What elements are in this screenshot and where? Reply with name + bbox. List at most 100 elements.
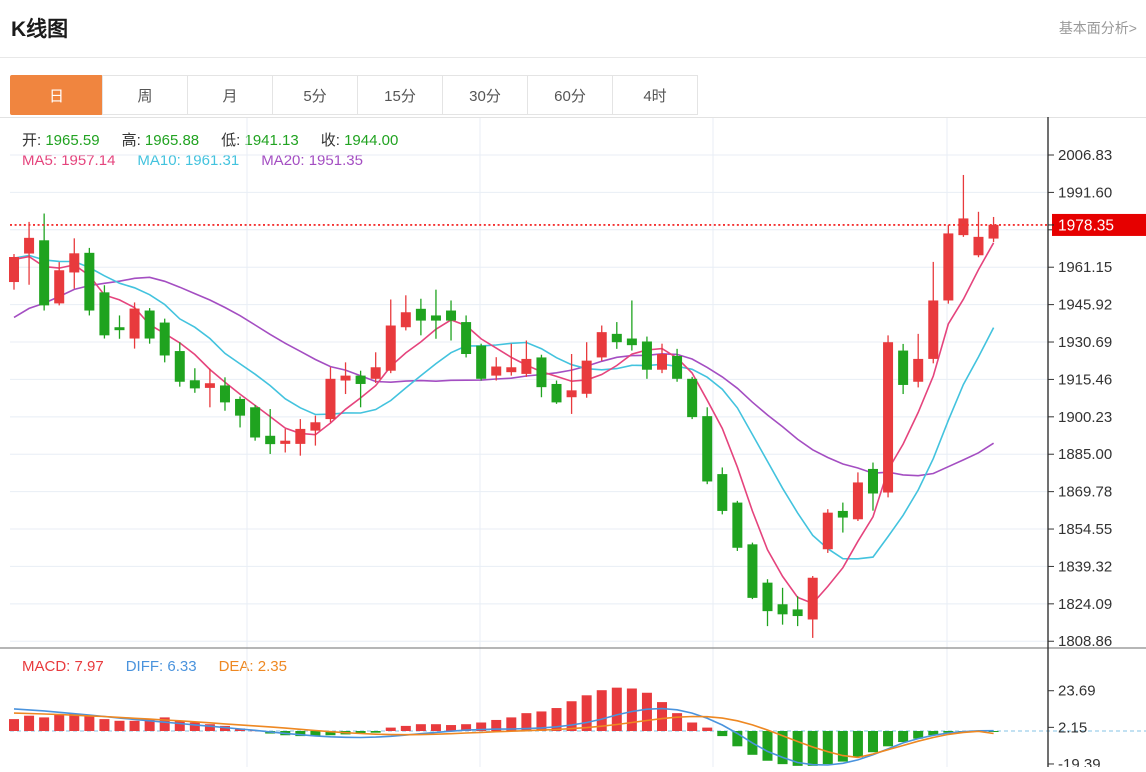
candle[interactable] bbox=[325, 367, 336, 423]
candle[interactable] bbox=[717, 467, 728, 515]
candle[interactable] bbox=[883, 335, 894, 498]
price-axis-label: 1885.00 bbox=[1058, 446, 1112, 463]
candle[interactable] bbox=[400, 295, 411, 331]
candle[interactable] bbox=[129, 302, 140, 349]
candle[interactable] bbox=[415, 298, 426, 336]
open-label: 开: bbox=[22, 132, 42, 149]
candle[interactable] bbox=[792, 596, 803, 627]
candle[interactable] bbox=[913, 333, 924, 388]
low-value: 1941.13 bbox=[244, 132, 299, 149]
candle[interactable] bbox=[807, 576, 818, 638]
candle[interactable] bbox=[355, 370, 366, 408]
candle[interactable] bbox=[69, 238, 80, 289]
tab-week[interactable]: 周 bbox=[102, 75, 188, 115]
candle[interactable] bbox=[928, 261, 939, 364]
candle[interactable] bbox=[687, 376, 698, 420]
candle[interactable] bbox=[732, 500, 743, 551]
candle[interactable] bbox=[898, 343, 909, 395]
tab-30min[interactable]: 30分 bbox=[442, 75, 528, 115]
candle[interactable] bbox=[852, 472, 863, 522]
macd-bar bbox=[883, 731, 894, 747]
candle[interactable] bbox=[39, 213, 50, 311]
ma5-value: 1957.14 bbox=[61, 152, 116, 169]
candle[interactable] bbox=[24, 221, 35, 285]
candle[interactable] bbox=[973, 211, 984, 258]
fundamental-analysis-link[interactable]: 基本面分析> bbox=[1058, 20, 1137, 36]
candle[interactable] bbox=[626, 300, 637, 351]
candle[interactable] bbox=[988, 216, 999, 243]
macd-bar bbox=[581, 695, 592, 731]
candle[interactable] bbox=[476, 343, 487, 381]
tab-60min[interactable]: 60分 bbox=[527, 75, 613, 115]
kline-chart-area[interactable]: 2006.83 1991.60 1961.15 1945.92 1930.69 1915.… bbox=[0, 117, 1146, 772]
candle[interactable] bbox=[280, 428, 291, 453]
candle[interactable] bbox=[506, 343, 517, 376]
candle[interactable] bbox=[702, 407, 713, 485]
kline-chart-canvas[interactable]: 2006.83 1991.60 1961.15 1945.92 1930.69 1915.… bbox=[0, 117, 1146, 772]
macd-bar bbox=[355, 731, 366, 734]
candle[interactable] bbox=[837, 502, 848, 533]
candle[interactable] bbox=[822, 509, 833, 553]
tab-15min[interactable]: 15分 bbox=[357, 75, 443, 115]
candle[interactable] bbox=[159, 318, 170, 363]
macd-bar bbox=[807, 731, 818, 766]
macd-bar bbox=[219, 725, 230, 731]
candle[interactable] bbox=[204, 368, 215, 408]
macd-bar bbox=[566, 701, 577, 731]
candle[interactable] bbox=[943, 225, 954, 304]
candle[interactable] bbox=[536, 354, 547, 398]
candle[interactable] bbox=[114, 315, 125, 339]
macd-bar bbox=[762, 731, 773, 761]
candle[interactable] bbox=[521, 340, 532, 377]
candle[interactable] bbox=[461, 315, 472, 358]
candle[interactable] bbox=[596, 325, 607, 361]
price-axis-label: 2006.83 bbox=[1058, 147, 1112, 164]
macd-bar bbox=[370, 731, 381, 733]
macd-bar bbox=[461, 724, 472, 731]
candle[interactable] bbox=[310, 415, 321, 446]
candle[interactable] bbox=[99, 285, 110, 339]
candle[interactable] bbox=[657, 343, 668, 374]
macd-bar bbox=[325, 731, 336, 736]
macd-label: MACD: bbox=[22, 658, 71, 675]
tab-day[interactable]: 日 bbox=[10, 75, 103, 115]
tab-5min[interactable]: 5分 bbox=[272, 75, 358, 115]
timeframe-tabbar: 日周月 5分 15分 30分 60分 4时 bbox=[10, 75, 698, 115]
candle[interactable] bbox=[581, 342, 592, 398]
candle[interactable] bbox=[566, 354, 577, 414]
ma20-value: 1951.35 bbox=[308, 152, 363, 169]
candle[interactable] bbox=[611, 322, 622, 349]
candle[interactable] bbox=[189, 368, 200, 393]
candle[interactable] bbox=[250, 405, 261, 441]
candle[interactable] bbox=[777, 587, 788, 625]
candle[interactable] bbox=[762, 579, 773, 627]
candle[interactable] bbox=[867, 462, 878, 511]
candle[interactable] bbox=[491, 357, 502, 381]
candle[interactable] bbox=[747, 542, 758, 600]
candle[interactable] bbox=[446, 300, 457, 341]
candle[interactable] bbox=[9, 254, 19, 290]
tab-month[interactable]: 月 bbox=[187, 75, 273, 115]
candle[interactable] bbox=[340, 362, 351, 395]
candle[interactable] bbox=[672, 348, 683, 382]
dea-line bbox=[13, 712, 994, 759]
candle[interactable] bbox=[370, 352, 381, 383]
macd-bar bbox=[611, 687, 622, 731]
macd-bar bbox=[39, 717, 50, 731]
candle[interactable] bbox=[430, 289, 441, 339]
candle[interactable] bbox=[265, 409, 276, 454]
candle[interactable] bbox=[958, 174, 969, 237]
candle[interactable] bbox=[219, 377, 230, 411]
candle[interactable] bbox=[551, 380, 562, 404]
candle[interactable] bbox=[174, 342, 185, 387]
candle[interactable] bbox=[641, 336, 652, 379]
tab-4hour[interactable]: 4时 bbox=[612, 75, 698, 115]
candle[interactable] bbox=[295, 419, 306, 456]
candle[interactable] bbox=[84, 247, 95, 316]
macd-legend: MACD: 7.97 DIFF: 6.33 DEA: 2.35 bbox=[22, 658, 309, 675]
candle[interactable] bbox=[54, 262, 65, 306]
candle[interactable] bbox=[144, 308, 155, 344]
macd-bar bbox=[641, 692, 652, 731]
candle[interactable] bbox=[235, 396, 246, 428]
candle[interactable] bbox=[385, 299, 396, 374]
